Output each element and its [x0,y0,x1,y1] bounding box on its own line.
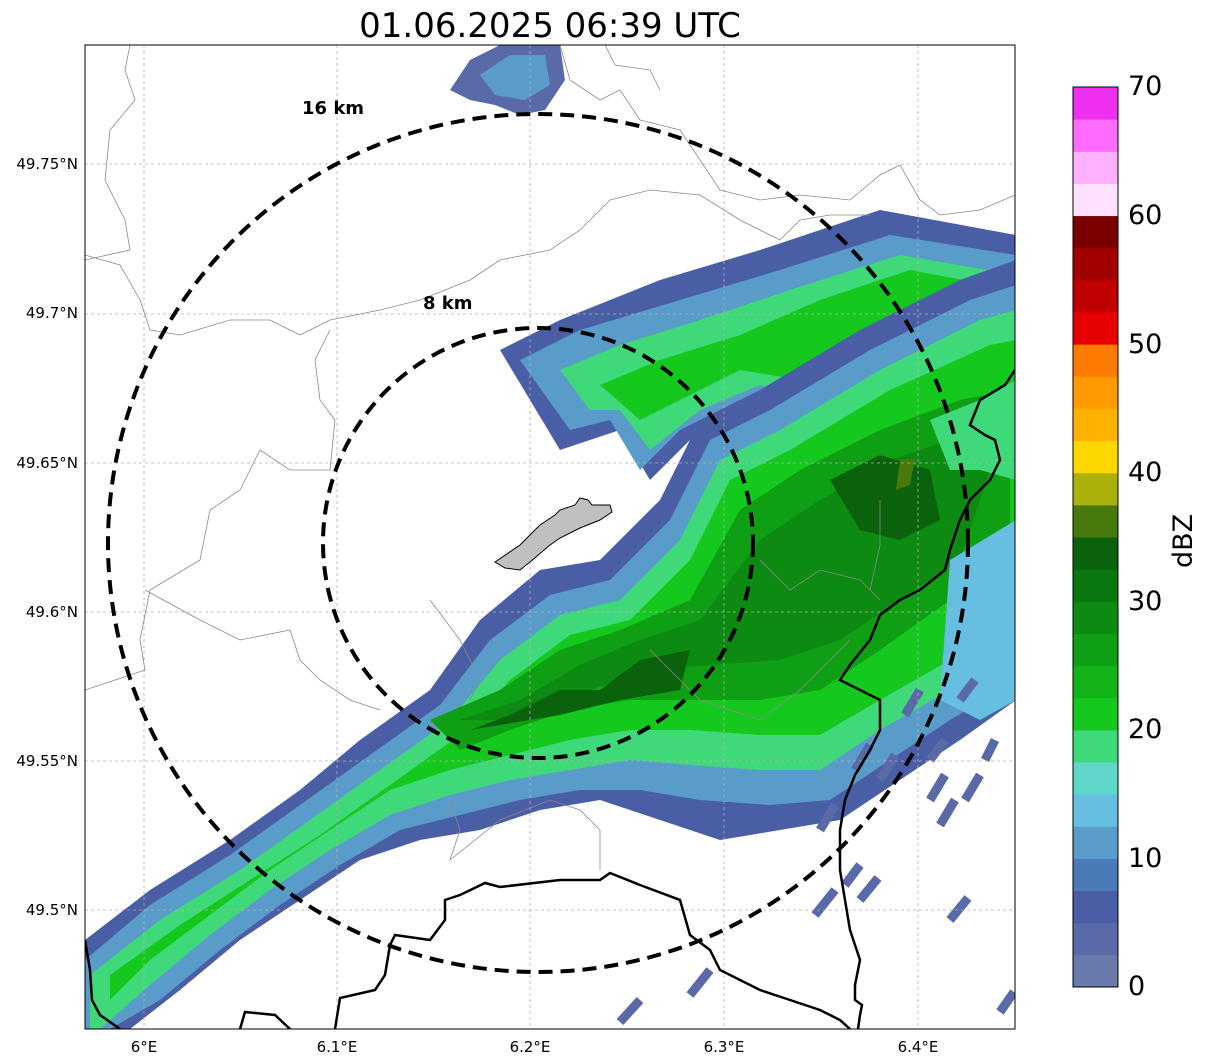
colorbar-tick-label: 0 [1128,971,1145,1002]
colorbar-segment [1073,183,1118,216]
lon-tick-label: 6.1°E [297,1038,377,1056]
lat-tick-label: 49.7°N [0,304,78,322]
colorbar-segment [1073,569,1118,602]
lake-shape [495,498,612,570]
lat-tick-label: 49.75°N [0,155,78,173]
colorbar-tick-label: 60 [1128,200,1162,231]
echo-top [450,45,565,115]
colorbar-tick-label: 70 [1128,71,1162,102]
colorbar-segment [1073,858,1118,891]
colorbar-segment [1073,826,1118,859]
lat-tick-label: 49.6°N [0,603,78,621]
colorbar-segment [1073,633,1118,666]
colorbar-segment [1073,441,1118,474]
colorbar-segment [1073,666,1118,699]
lon-tick-label: 6.4°E [878,1038,958,1056]
colorbar-segment [1073,923,1118,956]
colorbar-segment [1073,87,1118,120]
colorbar-segment [1073,473,1118,506]
lon-tick-label: 6°E [104,1038,184,1056]
range-ring-label-8km: 8 km [423,293,473,314]
lon-tick-label: 6.3°E [684,1038,764,1056]
lat-tick-label: 49.65°N [0,454,78,472]
colorbar-segment [1073,216,1118,249]
colorbar-segment [1073,601,1118,634]
colorbar-tick-label: 10 [1128,843,1162,874]
colorbar-tick-label: 20 [1128,714,1162,745]
colorbar-segment [1073,248,1118,281]
colorbar [1073,87,1118,988]
colorbar-segment [1073,794,1118,827]
colorbar-segment [1073,119,1118,152]
colorbar-segment [1073,408,1118,441]
colorbar-tick-label: 40 [1128,457,1162,488]
colorbar-segment [1073,891,1118,924]
colorbar-segment [1073,312,1118,345]
colorbar-segment [1073,505,1118,538]
colorbar-segment [1073,280,1118,313]
lon-tick-label: 6.2°E [490,1038,570,1056]
colorbar-label: dBZ [1168,514,1199,568]
lat-tick-label: 49.55°N [0,752,78,770]
colorbar-segment [1073,344,1118,377]
colorbar-segment [1073,762,1118,795]
colorbar-segment [1073,537,1118,570]
colorbar-segment [1073,730,1118,763]
colorbar-segment [1073,698,1118,731]
lat-tick-label: 49.5°N [0,901,78,919]
colorbar-segment [1073,955,1118,988]
range-ring-label-16km: 16 km [302,98,364,119]
colorbar-segment [1073,151,1118,184]
colorbar-segment [1073,376,1118,409]
colorbar-tick-label: 30 [1128,586,1162,617]
colorbar-tick-label: 50 [1128,329,1162,360]
